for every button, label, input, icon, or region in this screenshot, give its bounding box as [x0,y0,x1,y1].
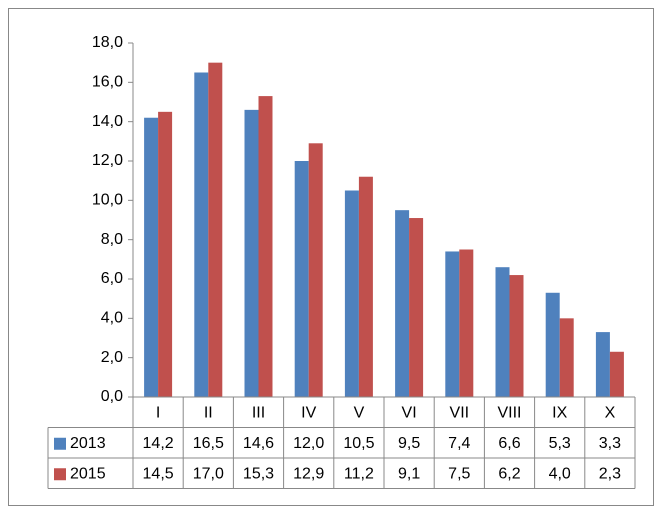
table-value: 10,5 [343,435,374,452]
x-tick-label: II [204,404,213,421]
bar [509,275,524,397]
legend-swatch [54,468,66,481]
bar [308,143,323,397]
table-value: 7,5 [448,465,470,482]
bar [158,111,173,397]
bar [459,249,474,397]
y-tick-label: 14,0 [92,113,123,130]
table-value: 11,2 [344,465,374,482]
table-value: 2,3 [599,465,621,482]
bar [244,109,259,397]
bar [545,292,560,397]
legend-label: 2013 [70,435,106,452]
legend-label: 2015 [70,465,106,482]
bar [144,117,159,397]
table-value: 12,9 [293,465,324,482]
bar [495,267,510,397]
table-value: 12,0 [293,435,324,452]
table-value: 9,1 [398,465,420,482]
table-value: 5,3 [549,435,571,452]
bar [395,210,410,397]
y-tick-label: 16,0 [92,74,123,91]
x-tick-label: VIII [497,404,521,421]
bar [445,251,460,397]
bar [559,318,574,397]
table-value: 14,2 [143,435,174,452]
table-value: 9,5 [398,435,420,452]
bar [258,96,273,397]
legend-swatch [54,437,66,450]
x-tick-label: I [156,404,160,421]
y-tick-label: 4,0 [101,310,123,327]
x-tick-label: IX [552,404,567,421]
x-tick-label: IV [301,404,316,421]
bar [609,351,624,397]
y-tick-label: 2,0 [101,349,123,366]
bar [294,161,309,397]
bar [409,218,424,397]
x-tick-label: VI [402,404,417,421]
x-tick-label: III [252,404,265,421]
x-tick-label: X [605,404,616,421]
bar [595,332,610,397]
y-tick-label: 12,0 [92,152,123,169]
bar [344,190,359,397]
table-value: 4,0 [549,465,571,482]
y-tick-label: 8,0 [101,231,123,248]
table-value: 14,6 [243,435,274,452]
y-tick-label: 0,0 [101,388,123,405]
table-value: 15,3 [243,465,274,482]
table-value: 17,0 [193,465,224,482]
y-tick-label: 18,0 [92,34,123,51]
chart-border [8,8,654,506]
x-tick-label: VII [450,404,470,421]
table-value: 3,3 [599,435,621,452]
y-tick-label: 10,0 [92,192,123,209]
table-value: 14,5 [143,465,174,482]
table-value: 6,6 [498,435,520,452]
table-value: 16,5 [193,435,224,452]
table-value: 7,4 [448,435,470,452]
bar [194,72,209,397]
x-tick-label: V [354,404,365,421]
y-tick-label: 6,0 [101,270,123,287]
bar [208,62,223,398]
table-value: 6,2 [498,465,520,482]
bar [358,176,373,397]
